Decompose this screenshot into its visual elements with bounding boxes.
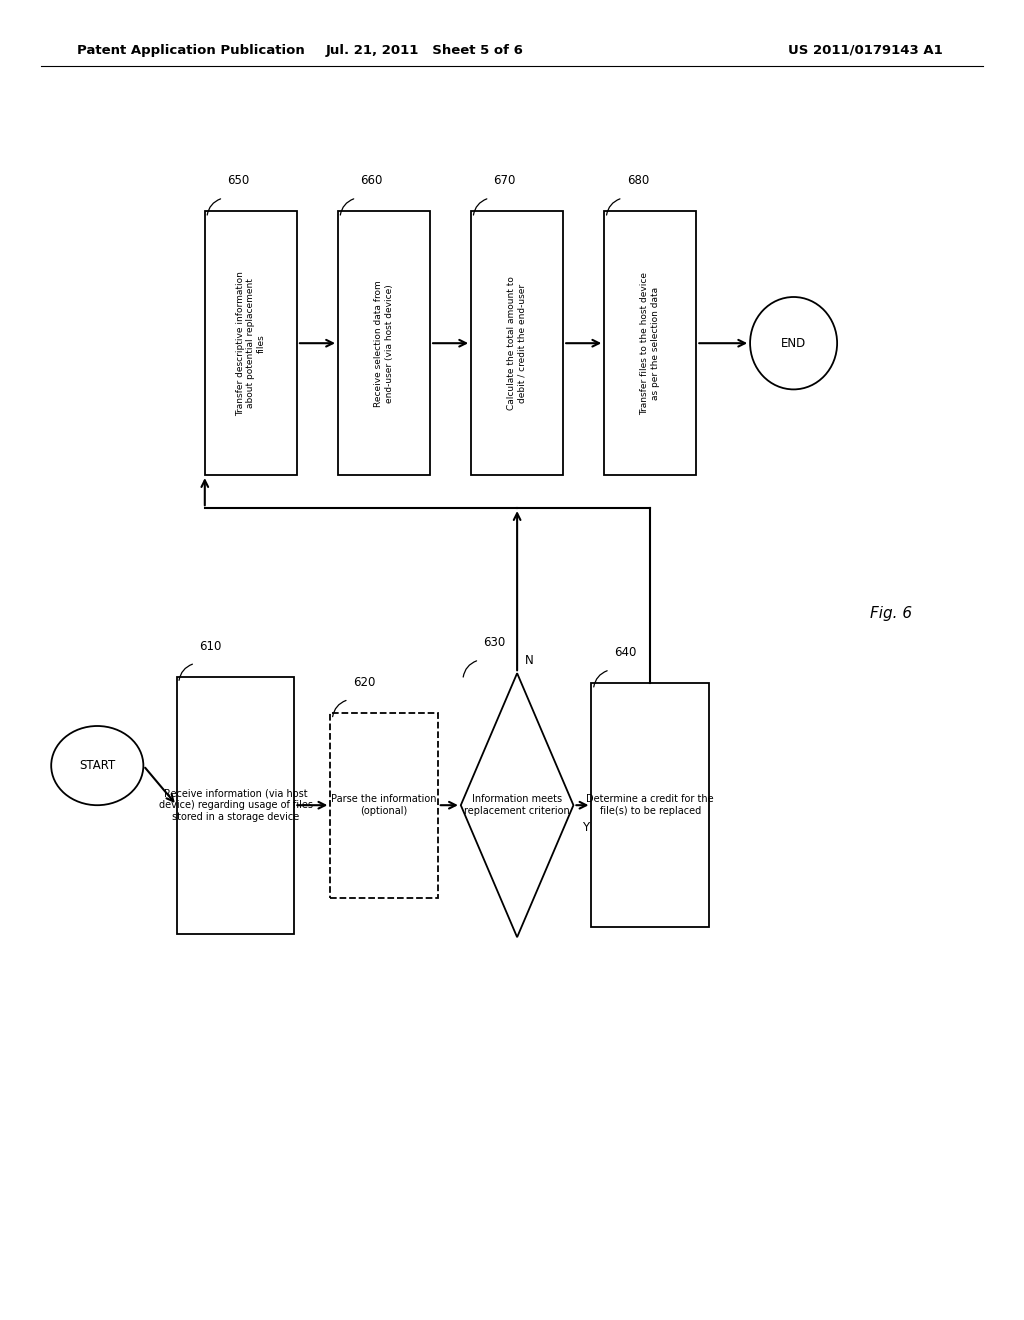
Polygon shape [461, 673, 573, 937]
Text: N: N [525, 653, 535, 667]
Text: Y: Y [582, 821, 589, 834]
Bar [592, 684, 709, 927]
Text: Receive selection data from
end-user (via host device): Receive selection data from end-user (vi… [375, 280, 393, 407]
Bar [205, 211, 297, 475]
Text: 640: 640 [614, 647, 636, 659]
Text: Determine a credit for the
file(s) to be replaced: Determine a credit for the file(s) to be… [587, 795, 714, 816]
Text: END: END [781, 337, 806, 350]
Text: Transfer files to the host device
as per the selection data: Transfer files to the host device as per… [641, 272, 659, 414]
Bar [471, 211, 563, 475]
Text: Receive information (via host
device) regarding usage of files
stored in a stora: Receive information (via host device) re… [159, 788, 312, 822]
Text: 620: 620 [352, 676, 375, 689]
Text: Jul. 21, 2011   Sheet 5 of 6: Jul. 21, 2011 Sheet 5 of 6 [326, 44, 524, 57]
Text: 610: 610 [199, 640, 221, 652]
Bar [338, 211, 430, 475]
Bar [177, 676, 295, 935]
Text: 630: 630 [483, 636, 506, 649]
Text: Fig. 6: Fig. 6 [869, 606, 912, 622]
Ellipse shape [51, 726, 143, 805]
Text: Parse the information
(optional): Parse the information (optional) [331, 795, 437, 816]
Text: Information meets
replacement criterion: Information meets replacement criterion [464, 795, 570, 816]
Text: 660: 660 [360, 174, 383, 187]
Text: Calculate the total amount to
debit / credit the end-user: Calculate the total amount to debit / cr… [508, 276, 526, 411]
Bar [330, 713, 438, 898]
Text: 680: 680 [627, 174, 649, 187]
Text: US 2011/0179143 A1: US 2011/0179143 A1 [787, 44, 943, 57]
Ellipse shape [750, 297, 838, 389]
Text: Transfer descriptive information
about potential replacement
files: Transfer descriptive information about p… [236, 271, 266, 416]
Text: 650: 650 [227, 174, 250, 187]
Text: Patent Application Publication: Patent Application Publication [77, 44, 304, 57]
Bar [604, 211, 696, 475]
Text: START: START [79, 759, 116, 772]
Text: 670: 670 [494, 174, 516, 187]
